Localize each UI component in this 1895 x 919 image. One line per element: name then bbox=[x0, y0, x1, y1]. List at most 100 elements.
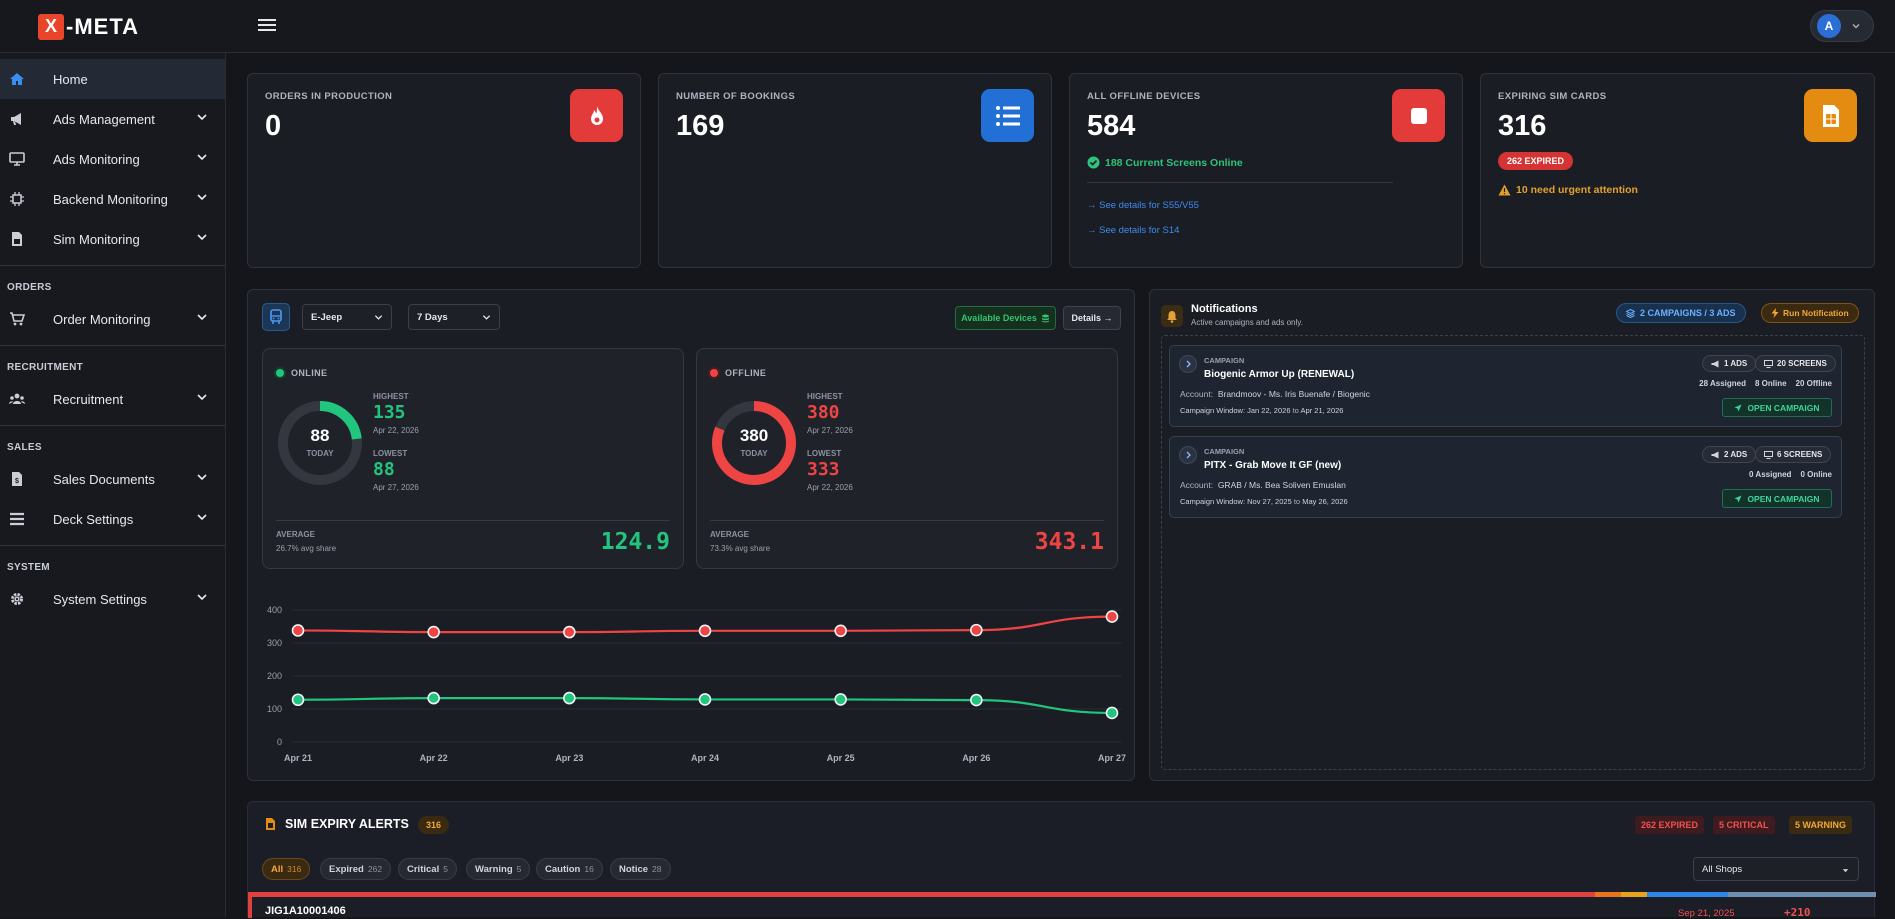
filter-caution[interactable]: Caution 16 bbox=[536, 858, 603, 880]
offline-highest-value: 380 bbox=[807, 402, 840, 423]
filter-all[interactable]: All 316 bbox=[262, 858, 311, 880]
sidebar-item-system-settings[interactable]: System Settings bbox=[0, 579, 225, 619]
filter-expired[interactable]: Expired 262 bbox=[320, 858, 392, 880]
chart-point-online bbox=[427, 691, 440, 705]
sidebar-item-backend-monitoring[interactable]: Backend Monitoring bbox=[0, 179, 225, 219]
chevron-right-icon[interactable] bbox=[1179, 355, 1197, 373]
sidebar-item-ads-management[interactable]: Ads Management bbox=[0, 99, 225, 139]
open-campaign-button[interactable]: OPEN CAMPAIGN bbox=[1722, 398, 1832, 417]
sidebar-item-deck-settings[interactable]: Deck Settings bbox=[0, 499, 225, 539]
online-lowest-label: LOWEST bbox=[373, 449, 408, 458]
details-button[interactable]: Details → bbox=[1063, 306, 1121, 330]
app-logo[interactable]: X -META bbox=[38, 13, 139, 40]
online-highest-value: 135 bbox=[373, 402, 406, 423]
chevron-down-icon bbox=[374, 315, 383, 320]
online-donut-arc bbox=[278, 401, 362, 485]
stat-label: ORDERS IN PRODUCTION bbox=[265, 91, 393, 102]
chevron-right-icon[interactable] bbox=[1179, 446, 1197, 464]
sim-row-id[interactable]: JIG1A10001406 bbox=[265, 905, 346, 917]
bolt-icon bbox=[1771, 308, 1779, 318]
campaign-card-1[interactable]: CAMPAIGN Biogenic Armor Up (RENEWAL) Acc… bbox=[1169, 345, 1842, 427]
stat-value: 316 bbox=[1498, 110, 1547, 142]
send-icon bbox=[1734, 495, 1742, 502]
campaign-card-2[interactable]: CAMPAIGN PITX - Grab Move It GF (new) Ac… bbox=[1169, 436, 1842, 518]
shop-select[interactable]: All Shops bbox=[1693, 857, 1859, 881]
sidebar-item-home[interactable]: Home bbox=[0, 59, 225, 99]
chart-point-online bbox=[698, 693, 712, 706]
devices-line-chart: 0 100 200 300 400 Apr 21 Apr 22 Apr 23 Apr 24 Apr… bbox=[267, 605, 1126, 763]
range-select[interactable]: 7 Days bbox=[408, 304, 500, 330]
offline-label-text: OFFLINE bbox=[725, 368, 767, 378]
online-today-label: TODAY bbox=[306, 449, 334, 458]
vehicle-select[interactable]: E-Jeep bbox=[302, 304, 392, 330]
sidebar-item-label: Home bbox=[53, 71, 88, 87]
stat-value: 584 bbox=[1087, 110, 1136, 142]
sidebar-item-recruitment[interactable]: Recruitment bbox=[0, 379, 225, 419]
bus-icon[interactable] bbox=[262, 303, 290, 331]
notifications-subtitle: Active campaigns and ads only. bbox=[1191, 318, 1303, 327]
chevron-down-icon bbox=[1852, 23, 1860, 29]
window-to: to bbox=[1292, 406, 1299, 415]
filter-count: 262 bbox=[367, 864, 383, 874]
chart-point-offline bbox=[834, 624, 847, 638]
online-count: 8 Online bbox=[1754, 379, 1787, 388]
online-lowest-value: 88 bbox=[373, 459, 395, 480]
screens-count-tag: 20 SCREENS bbox=[1755, 355, 1836, 372]
severity-bar bbox=[248, 892, 1876, 897]
available-devices-button[interactable]: Available Devices bbox=[955, 306, 1056, 330]
offline-lowest-label: LOWEST bbox=[807, 449, 842, 458]
campaign-count-badge: 2 CAMPAIGNS / 3 ADS bbox=[1616, 303, 1746, 323]
stop-icon bbox=[1392, 89, 1445, 142]
offline-highest-date: Apr 27, 2026 bbox=[807, 426, 853, 435]
sidebar-item-sales-documents[interactable]: $ Sales Documents bbox=[0, 459, 225, 499]
open-campaign-button[interactable]: OPEN CAMPAIGN bbox=[1722, 489, 1832, 508]
sidebar: Home Ads Management Ads Monitoring Backe… bbox=[0, 53, 226, 917]
stat-value: 0 bbox=[265, 110, 282, 142]
chart-x-tick-label: Apr 26 bbox=[962, 753, 990, 763]
notifications-title: Notifications bbox=[1191, 303, 1258, 315]
run-notification-button[interactable]: Run Notification bbox=[1761, 303, 1859, 323]
top-bar: X -META A bbox=[0, 0, 1895, 53]
online-highest-date: Apr 22, 2026 bbox=[373, 426, 419, 435]
sidebar-item-order-monitoring[interactable]: Order Monitoring bbox=[0, 299, 225, 339]
screens-count-tag: 6 SCREENS bbox=[1755, 446, 1832, 463]
screens-count: 20 SCREENS bbox=[1777, 359, 1827, 368]
divider bbox=[276, 520, 670, 521]
list-icon bbox=[981, 89, 1034, 142]
hamburger-menu-icon[interactable] bbox=[256, 16, 278, 38]
chevron-down-icon bbox=[197, 394, 207, 401]
severity-bar-caution bbox=[1647, 892, 1728, 897]
sim-card-icon bbox=[1804, 89, 1857, 142]
online-avg-share: 26.7% avg share bbox=[276, 544, 337, 553]
layers-icon bbox=[1626, 308, 1635, 318]
sidebar-item-sim-monitoring[interactable]: Sim Monitoring bbox=[0, 219, 225, 259]
details-link-s55[interactable]: → See details for S55/V55 bbox=[1087, 200, 1199, 211]
sidebar-item-label: Deck Settings bbox=[53, 511, 134, 527]
chart-y-tick-label: 400 bbox=[267, 605, 282, 615]
sidebar-item-ads-monitoring[interactable]: Ads Monitoring bbox=[0, 139, 225, 179]
offline-today-value: 380 bbox=[739, 426, 769, 445]
filter-critical[interactable]: Critical 5 bbox=[398, 858, 457, 880]
status-dot bbox=[276, 369, 284, 377]
user-menu[interactable]: A bbox=[1810, 10, 1874, 42]
online-screens-text: 188 Current Screens Online bbox=[1105, 156, 1243, 169]
megaphone-icon bbox=[1711, 451, 1719, 458]
details-link-s14[interactable]: → See details for S14 bbox=[1087, 225, 1180, 236]
stat-card-bookings: NUMBER OF BOOKINGS 169 bbox=[658, 73, 1052, 268]
filter-count: 5 bbox=[443, 864, 448, 874]
check-circle-icon bbox=[1087, 156, 1100, 169]
chart-point-online bbox=[1105, 706, 1119, 720]
account-value: GRAB / Ms. Bea Soliven Emuslan bbox=[1217, 480, 1346, 490]
campaign-kind: CAMPAIGN bbox=[1204, 356, 1245, 365]
sidebar-section-recruitment: RECRUITMENT bbox=[0, 345, 225, 379]
chart-point-online bbox=[291, 693, 305, 707]
warning-count-badge: 5 WARNING bbox=[1789, 816, 1853, 834]
chart-x-tick-label: Apr 25 bbox=[827, 753, 855, 763]
filter-notice[interactable]: Notice 28 bbox=[610, 858, 671, 880]
fire-icon bbox=[570, 89, 623, 142]
account-label: Account: bbox=[1180, 389, 1214, 399]
chart-x-tick-label: Apr 24 bbox=[691, 753, 719, 763]
filter-warning[interactable]: Warning 5 bbox=[466, 858, 531, 880]
chart-point-online bbox=[563, 691, 576, 705]
database-icon bbox=[1041, 314, 1049, 322]
